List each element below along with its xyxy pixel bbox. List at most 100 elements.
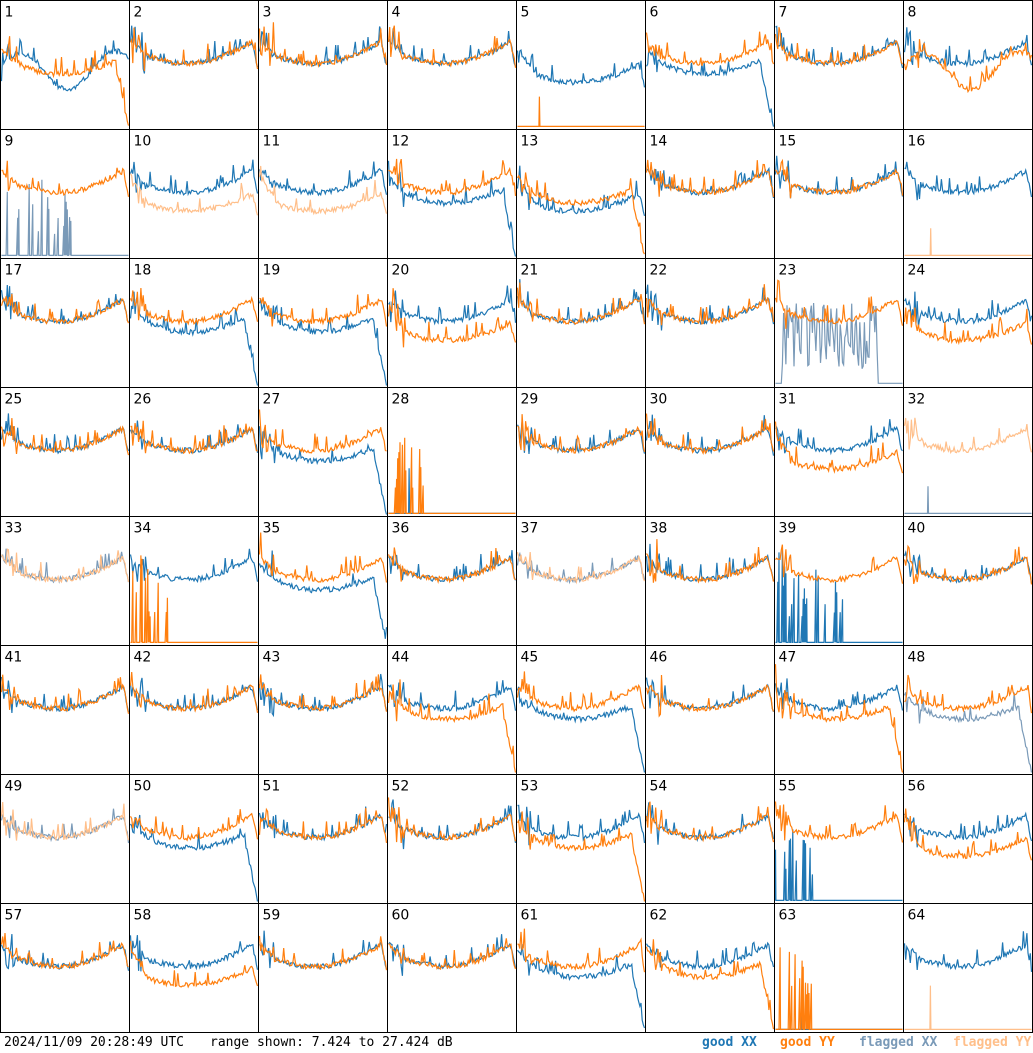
panel-17-yy-trace: [0, 293, 130, 325]
legend-flagged-yy: flagged YY: [953, 1035, 1032, 1050]
panel-24-label: 24: [908, 263, 926, 279]
panel-41-yy-trace: [0, 674, 130, 714]
panel-44-xx-trace: [388, 680, 517, 713]
panel-18-label: 18: [134, 263, 152, 279]
panel-6: 6: [645, 5, 775, 127]
panel-53-label: 53: [521, 779, 539, 795]
panel-25-label: 25: [5, 392, 23, 408]
panel-25-yy-trace: [0, 418, 130, 456]
panel-47-xx-trace: [774, 678, 904, 713]
panel-13-label: 13: [521, 134, 539, 150]
panel-61-label: 61: [521, 908, 539, 924]
panel-41: 41: [0, 650, 130, 714]
panel-51-yy-trace: [258, 807, 388, 843]
panel-31-label: 31: [779, 392, 797, 408]
panel-58: 58: [129, 908, 259, 989]
panel-40-yy-trace: [903, 544, 1033, 585]
panel-38-yy-trace: [646, 539, 775, 584]
panel-63-label: 63: [779, 908, 797, 924]
panel-24: 24: [903, 263, 1033, 346]
panel-64: 64: [903, 908, 1033, 1030]
panel-28-yy-trace: [388, 437, 516, 514]
panel-22-xx-trace: [645, 284, 775, 331]
panel-60: 60: [388, 908, 517, 976]
panel-28-label: 28: [392, 392, 410, 408]
panel-55-label: 55: [779, 779, 797, 795]
panel-47-yy-trace: [774, 664, 904, 773]
panel-9-xx-trace: [1, 179, 129, 256]
panel-5-label: 5: [521, 5, 530, 21]
panel-55: 55: [774, 779, 904, 901]
panel-20-yy-trace: [387, 288, 517, 348]
panel-7: 7: [774, 5, 904, 69]
panel-1: 1: [0, 5, 130, 126]
panel-52-label: 52: [392, 779, 410, 795]
panel-43-label: 43: [263, 650, 281, 666]
panel-19-yy-trace: [259, 294, 388, 327]
panel-33-yy-trace: [0, 548, 130, 584]
panel-14-yy-trace: [645, 159, 775, 198]
panel-16-xx-trace: [904, 161, 1033, 201]
panel-7-label: 7: [779, 5, 788, 21]
panel-55-yy-trace: [774, 801, 904, 843]
panel-55-xx-trace: [774, 829, 903, 901]
panel-53-yy-trace: [516, 811, 646, 902]
panel-36-yy-trace: [387, 547, 516, 584]
panel-13: 13: [516, 134, 646, 255]
panel-25-xx-trace: [0, 413, 130, 455]
panel-53-xx-trace: [517, 804, 646, 846]
panel-59: 59: [258, 908, 388, 971]
panel-52-yy-trace: [387, 797, 517, 844]
panel-63: 63: [775, 908, 903, 1030]
panel-9: 9: [1, 134, 130, 256]
panel-49-yy-trace: [0, 801, 130, 842]
panel-36-label: 36: [392, 521, 410, 537]
panel-29-yy-trace: [517, 414, 646, 454]
panel-31-yy-trace: [774, 421, 904, 474]
panel-9-label: 9: [5, 134, 14, 150]
panel-27-xx-trace: [258, 426, 388, 515]
panel-32-xx-trace: [904, 486, 1032, 514]
panel-64-yy-trace: [904, 985, 1032, 1030]
panel-1-label: 1: [5, 5, 14, 21]
panel-50: 50: [129, 779, 259, 902]
panel-33: 33: [0, 521, 130, 584]
panel-21-yy-trace: [516, 282, 646, 326]
panel-35-xx-trace: [258, 550, 388, 639]
panel-5-yy-trace: [517, 96, 645, 127]
panel-27: 27: [258, 392, 388, 515]
panel-11: 11: [258, 134, 388, 216]
panel-57: 57: [0, 908, 130, 971]
panel-42: 42: [129, 650, 259, 713]
panel-20-label: 20: [392, 263, 410, 279]
panel-57-label: 57: [5, 908, 23, 924]
panel-61-yy-trace: [517, 928, 646, 973]
panel-57-yy-trace: [0, 932, 129, 970]
panel-17-label: 17: [5, 263, 23, 279]
panel-6-xx-trace: [645, 48, 775, 127]
panel-6-yy-trace: [645, 31, 775, 66]
panel-39-yy-trace: [775, 544, 904, 584]
panel-58-yy-trace: [129, 941, 259, 989]
panel-45-yy-trace: [516, 671, 646, 713]
panel-48-yy-trace: [904, 674, 1033, 714]
panel-4-yy-trace: [387, 25, 517, 68]
panel-25: 25: [0, 392, 130, 456]
panel-64-xx-trace: [903, 931, 1033, 972]
panel-27-label: 27: [263, 392, 281, 408]
panel-7-yy-trace: [774, 27, 904, 68]
panel-56: 56: [903, 779, 1033, 861]
panel-9-yy-trace: [1, 160, 130, 197]
panel-41-label: 41: [5, 650, 23, 666]
panel-1-xx-trace: [0, 37, 130, 92]
panel-19: 19: [258, 263, 388, 386]
panel-54: 54: [645, 779, 775, 845]
panel-43-yy-trace: [258, 674, 388, 712]
panel-34-xx-trace: [129, 548, 259, 583]
panel-27-yy-trace: [258, 409, 387, 454]
panel-3-xx-trace: [258, 26, 387, 68]
panel-39-label: 39: [779, 521, 797, 537]
panel-39: 39: [775, 521, 904, 643]
